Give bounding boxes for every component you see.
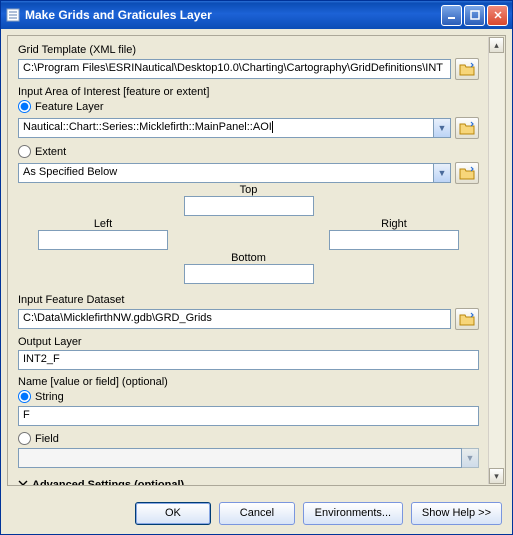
- scrollbar[interactable]: ▴ ▾: [488, 37, 504, 484]
- left-input[interactable]: [38, 230, 168, 250]
- left-label: Left: [94, 218, 112, 230]
- feature-layer-radio-label: Feature Layer: [35, 101, 103, 113]
- string-radio-input[interactable]: [18, 390, 31, 403]
- app-icon: [5, 7, 21, 23]
- feature-layer-dropdown-button[interactable]: ▼: [434, 118, 451, 138]
- browse-extent-button[interactable]: [455, 162, 479, 184]
- field-input: [18, 448, 462, 468]
- grid-template-label: Grid Template (XML file): [18, 44, 479, 56]
- name-section: Name [value or field] (optional) String …: [18, 376, 479, 468]
- feature-dataset-section: Input Feature Dataset C:\Data\Micklefirt…: [18, 294, 479, 330]
- extent-radio-label: Extent: [35, 146, 66, 158]
- right-input[interactable]: [329, 230, 459, 250]
- cancel-button[interactable]: Cancel: [219, 502, 295, 525]
- browse-feature-dataset-button[interactable]: [455, 308, 479, 330]
- field-radio-label: Field: [35, 433, 59, 445]
- advanced-settings-toggle[interactable]: Advanced Settings (optional): [18, 478, 479, 486]
- show-help-button[interactable]: Show Help >>: [411, 502, 502, 525]
- grid-template-input[interactable]: C:\Program Files\ESRINautical\Desktop10.…: [18, 59, 451, 79]
- feature-layer-input[interactable]: Nautical::Chart::Series::Micklefirth::Ma…: [18, 118, 434, 138]
- expand-icon: [18, 478, 28, 486]
- extent-dropdown-button[interactable]: ▼: [434, 163, 451, 183]
- bottom-input[interactable]: [184, 264, 314, 284]
- output-layer-label: Output Layer: [18, 336, 479, 348]
- scroll-down-icon[interactable]: ▾: [489, 468, 504, 484]
- field-radio[interactable]: Field: [18, 432, 479, 445]
- bottom-label: Bottom: [231, 252, 266, 264]
- field-dropdown-button: ▼: [462, 448, 479, 468]
- extent-input[interactable]: As Specified Below: [18, 163, 434, 183]
- field-radio-input[interactable]: [18, 432, 31, 445]
- top-label: Top: [240, 184, 258, 196]
- form-panel: ▴ ▾ Grid Template (XML file) C:\Program …: [7, 35, 506, 486]
- grid-template-section: Grid Template (XML file) C:\Program File…: [18, 44, 479, 80]
- scroll-up-icon[interactable]: ▴: [489, 37, 504, 53]
- string-radio-label: String: [35, 391, 64, 403]
- maximize-button[interactable]: [464, 5, 485, 26]
- titlebar: Make Grids and Graticules Layer: [1, 1, 512, 29]
- window-title: Make Grids and Graticules Layer: [25, 8, 439, 22]
- feature-layer-radio[interactable]: Feature Layer: [18, 100, 479, 113]
- name-label: Name [value or field] (optional): [18, 376, 479, 388]
- button-bar: OK Cancel Environments... Show Help >>: [1, 492, 512, 534]
- extent-radio[interactable]: Extent: [18, 145, 479, 158]
- browse-feature-layer-button[interactable]: [455, 117, 479, 139]
- aoi-label: Input Area of Interest [feature or exten…: [18, 86, 479, 98]
- browse-grid-template-button[interactable]: [455, 58, 479, 80]
- string-radio[interactable]: String: [18, 390, 479, 403]
- aoi-section: Input Area of Interest [feature or exten…: [18, 86, 479, 288]
- environments-button[interactable]: Environments...: [303, 502, 403, 525]
- minimize-button[interactable]: [441, 5, 462, 26]
- content-area: ▴ ▾ Grid Template (XML file) C:\Program …: [1, 29, 512, 492]
- right-label: Right: [381, 218, 407, 230]
- extent-bounds: Top Left Right: [18, 184, 479, 288]
- ok-button[interactable]: OK: [135, 502, 211, 525]
- close-button[interactable]: [487, 5, 508, 26]
- feature-dataset-label: Input Feature Dataset: [18, 294, 479, 306]
- top-input[interactable]: [184, 196, 314, 216]
- dialog-window: Make Grids and Graticules Layer ▴ ▾ Grid…: [0, 0, 513, 535]
- panel-inner: Grid Template (XML file) C:\Program File…: [18, 44, 479, 486]
- string-input[interactable]: F: [18, 406, 479, 426]
- output-layer-input[interactable]: INT2_F: [18, 350, 479, 370]
- advanced-settings-label: Advanced Settings (optional): [32, 479, 184, 487]
- feature-layer-radio-input[interactable]: [18, 100, 31, 113]
- extent-radio-input[interactable]: [18, 145, 31, 158]
- output-layer-section: Output Layer INT2_F: [18, 336, 479, 370]
- feature-dataset-input[interactable]: C:\Data\MicklefirthNW.gdb\GRD_Grids: [18, 309, 451, 329]
